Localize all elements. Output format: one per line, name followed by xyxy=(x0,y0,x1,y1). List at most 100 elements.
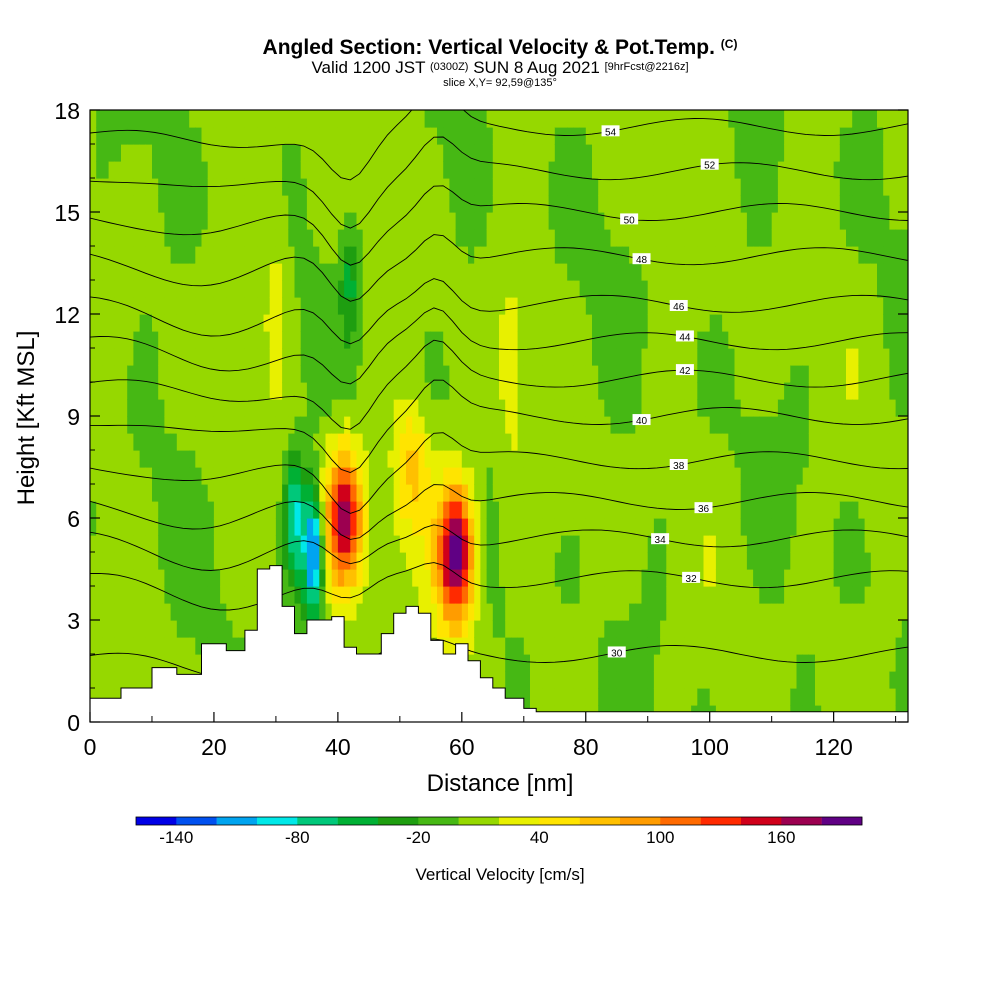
velocity-cell xyxy=(523,331,531,349)
velocity-cell xyxy=(306,416,314,434)
velocity-cell xyxy=(647,297,655,315)
velocity-cell xyxy=(226,161,234,179)
velocity-cell xyxy=(808,620,816,638)
velocity-cell xyxy=(480,144,488,162)
velocity-cell xyxy=(604,518,612,536)
velocity-cell xyxy=(350,603,358,621)
velocity-cell xyxy=(158,331,165,349)
velocity-cell xyxy=(802,178,810,196)
velocity-cell xyxy=(232,416,240,434)
velocity-cell xyxy=(362,569,370,587)
velocity-cell xyxy=(548,620,556,638)
velocity-cell xyxy=(344,382,351,400)
velocity-cell xyxy=(784,450,791,468)
velocity-cell xyxy=(722,535,729,553)
velocity-cell xyxy=(468,484,475,502)
velocity-cell xyxy=(765,382,773,400)
velocity-cell xyxy=(486,433,494,451)
velocity-cell xyxy=(697,535,705,553)
velocity-cell xyxy=(895,314,903,332)
velocity-cell xyxy=(313,314,320,332)
velocity-cell xyxy=(703,603,711,621)
velocity-cell xyxy=(387,382,395,400)
velocity-cell xyxy=(449,195,457,213)
velocity-cell xyxy=(802,382,810,400)
velocity-cell xyxy=(313,382,320,400)
velocity-cell xyxy=(145,603,153,621)
velocity-cell xyxy=(461,569,469,587)
velocity-cell xyxy=(133,569,141,587)
velocity-cell xyxy=(375,144,382,162)
velocity-cell xyxy=(635,552,643,570)
velocity-cell xyxy=(443,586,450,604)
velocity-cell xyxy=(691,399,698,417)
velocity-cell xyxy=(275,450,283,468)
velocity-cell xyxy=(870,450,878,468)
velocity-cell xyxy=(226,110,234,128)
velocity-cell xyxy=(511,620,519,638)
velocity-cell xyxy=(300,144,308,162)
velocity-cell xyxy=(170,467,178,485)
velocity-cell xyxy=(523,246,531,264)
velocity-cell xyxy=(114,484,122,502)
velocity-cell xyxy=(319,433,327,451)
velocity-cell xyxy=(666,161,674,179)
x-tick-label: 20 xyxy=(201,734,227,760)
velocity-cell xyxy=(220,552,227,570)
velocity-cell xyxy=(771,263,779,281)
velocity-cell xyxy=(511,161,519,179)
velocity-cell xyxy=(672,586,680,604)
velocity-cell xyxy=(282,535,289,553)
velocity-cell xyxy=(877,501,884,519)
velocity-cell xyxy=(901,450,908,468)
velocity-cell xyxy=(238,501,246,519)
velocity-cell xyxy=(622,110,630,128)
velocity-cell xyxy=(846,314,853,332)
velocity-cell xyxy=(344,161,351,179)
velocity-cell xyxy=(183,161,190,179)
velocity-cell xyxy=(418,280,426,298)
velocity-cell xyxy=(579,518,587,536)
velocity-cell xyxy=(282,569,289,587)
velocity-cell xyxy=(238,246,246,264)
velocity-cell xyxy=(573,331,581,349)
velocity-cell xyxy=(505,688,512,706)
velocity-cell xyxy=(592,569,599,587)
velocity-cell xyxy=(133,280,141,298)
velocity-cell xyxy=(523,450,531,468)
velocity-cell xyxy=(164,195,172,213)
velocity-cell xyxy=(257,178,265,196)
velocity-cell xyxy=(158,654,165,672)
velocity-cell xyxy=(579,161,587,179)
velocity-cell xyxy=(765,314,773,332)
velocity-cell xyxy=(505,671,512,689)
velocity-cell xyxy=(561,654,568,672)
velocity-cell xyxy=(313,518,320,536)
velocity-cell xyxy=(176,263,184,281)
velocity-cell xyxy=(356,603,364,621)
velocity-cell xyxy=(765,569,773,587)
velocity-cell xyxy=(294,246,302,264)
velocity-cell xyxy=(319,246,327,264)
velocity-cell xyxy=(139,297,147,315)
velocity-cell xyxy=(796,127,804,145)
x-tick-label: 40 xyxy=(325,734,351,760)
velocity-cell xyxy=(523,671,531,689)
velocity-cell xyxy=(616,586,624,604)
velocity-cell xyxy=(641,552,649,570)
colorbar-swatch xyxy=(821,817,863,825)
velocity-cell xyxy=(771,637,779,655)
velocity-cell xyxy=(771,314,779,332)
velocity-cell xyxy=(839,297,847,315)
velocity-cell xyxy=(152,484,159,502)
velocity-cell xyxy=(666,518,674,536)
velocity-cell xyxy=(808,331,816,349)
velocity-cell xyxy=(604,603,612,621)
velocity-cell xyxy=(771,246,779,264)
velocity-cell xyxy=(145,161,153,179)
velocity-cell xyxy=(901,297,908,315)
velocity-cell xyxy=(108,450,116,468)
velocity-cell xyxy=(381,297,389,315)
velocity-cell xyxy=(102,365,110,383)
velocity-cell xyxy=(821,416,828,434)
